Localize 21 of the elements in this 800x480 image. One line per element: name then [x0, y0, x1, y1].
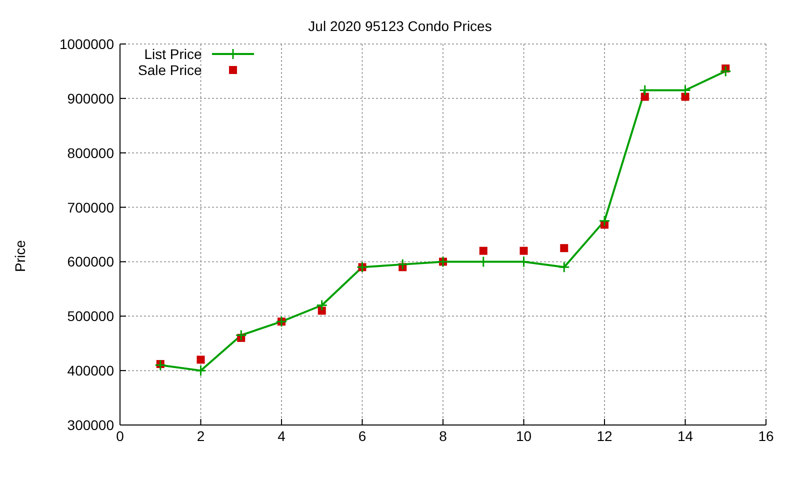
y-tick-label: 300000: [67, 416, 114, 433]
x-tick-label: 0: [116, 428, 124, 444]
x-tick-label: 2: [196, 428, 205, 444]
x-tick-label: 10: [516, 428, 532, 444]
legend-label: List Price: [144, 46, 202, 62]
y-tick-label: 700000: [67, 199, 114, 216]
x-tick-label: 16: [758, 428, 774, 444]
y-tick-label: 900000: [67, 90, 114, 106]
y-tick-label: 800000: [67, 144, 114, 161]
y-tick-label: 600000: [67, 254, 114, 270]
y-tick-label: 1000000: [59, 36, 114, 52]
x-tick-label: 6: [358, 428, 366, 444]
chart-title: Jul 2020 95123 Condo Prices: [307, 18, 493, 34]
x-tick-label: 14: [677, 428, 694, 444]
x-tick-label: 4: [278, 428, 286, 444]
y-tick-label: 500000: [67, 308, 114, 324]
x-tick-label: 8: [439, 428, 448, 444]
legend-label: Sale Price: [138, 62, 202, 78]
y-axis-title: Price: [12, 239, 28, 274]
y-tick-label: 400000: [67, 362, 114, 379]
x-tick-label: 12: [596, 428, 612, 444]
